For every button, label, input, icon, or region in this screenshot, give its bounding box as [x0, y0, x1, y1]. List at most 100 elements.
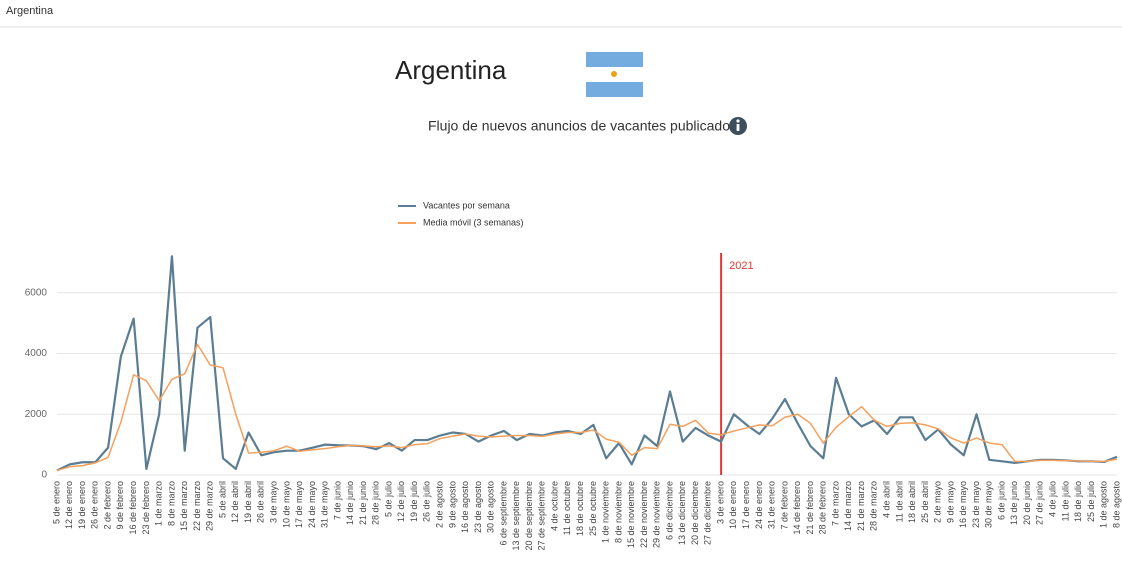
x-tick-label: 30 de mayo: [984, 481, 994, 528]
x-tick-label: 7 de marzo: [830, 481, 840, 526]
x-tick-label: 6 de junio: [996, 481, 1006, 520]
x-tick-label: 4 de octubre: [549, 481, 559, 531]
plot-line-label: 2021: [729, 260, 753, 272]
x-tick-label: 14 de febrero: [792, 481, 802, 535]
x-tick-label: 7 de junio: [332, 481, 342, 520]
legend-label: Media móvil (3 semanas): [423, 217, 524, 227]
page-header: Argentina: [6, 5, 54, 17]
x-tick-label: 2 de febrero: [102, 481, 112, 530]
x-tick-label: 14 de marzo: [843, 481, 853, 531]
x-tick-label: 19 de julio: [409, 481, 419, 522]
x-tick-label: 18 de octubre: [575, 481, 585, 536]
x-tick-label: 19 de enero: [77, 481, 87, 529]
x-tick-label: 31 de mayo: [320, 481, 330, 528]
x-tick-label: 12 de julio: [396, 481, 406, 522]
x-tick-label: 16 de mayo: [958, 481, 968, 528]
x-tick-label: 14 de junio: [345, 481, 355, 525]
x-tick-label: 22 de marzo: [192, 481, 202, 531]
y-tick-label: 0: [41, 470, 47, 481]
x-tick-label: 23 de mayo: [971, 481, 981, 528]
x-tick-label: 18 de abril: [907, 481, 917, 523]
x-tick-label: 17 de enero: [741, 481, 751, 529]
x-tick-label: 28 de junio: [371, 481, 381, 525]
series-line: [56, 343, 1118, 472]
x-tick-label: 5 de enero: [51, 481, 61, 524]
x-tick-label: 6 de diciembre: [664, 481, 674, 540]
x-tick-label: 25 de abril: [920, 481, 930, 523]
x-tick-label: 12 de enero: [64, 481, 74, 529]
x-tick-label: 9 de febrero: [115, 481, 125, 530]
x-tick-label: 15 de marzo: [179, 481, 189, 531]
x-tick-label: 15 de noviembre: [626, 481, 636, 548]
x-tick-label: 20 de junio: [1022, 481, 1032, 525]
x-tick-label: 26 de enero: [90, 481, 100, 529]
x-tick-label: 21 de marzo: [856, 481, 866, 531]
flag: [586, 52, 643, 97]
x-tick-label: 2 de mayo: [933, 481, 943, 523]
x-tick-label: 13 de junio: [1009, 481, 1019, 525]
x-tick-label: 5 de abril: [217, 481, 227, 518]
x-tick-label: 21 de junio: [358, 481, 368, 525]
x-tick-label: 11 de abril: [894, 481, 904, 522]
x-tick-label: 1 de agosto: [1099, 481, 1109, 528]
x-tick-label: 28 de marzo: [869, 481, 879, 531]
x-tick-label: 8 de agosto: [1111, 481, 1121, 528]
x-tick-label: 24 de enero: [754, 481, 764, 529]
x-tick-label: 8 de marzo: [166, 481, 176, 526]
legend-label: Vacantes por semana: [423, 200, 510, 210]
x-tick-label: 20 de diciembre: [690, 481, 700, 545]
x-tick-label: 4 de julio: [1048, 481, 1058, 517]
x-tick-label: 2 de agosto: [435, 481, 445, 528]
x-tick-label: 21 de febrero: [805, 481, 815, 535]
x-tick-label: 6 de septiembre: [498, 481, 508, 546]
info-icon[interactable]: [729, 117, 747, 135]
x-tick-label: 16 de agosto: [460, 481, 470, 533]
x-tick-label: 27 de septiembre: [537, 481, 547, 551]
x-tick-label: 11 de octubre: [562, 481, 572, 535]
x-tick-label: 25 de julio: [1086, 481, 1096, 522]
x-tick-label: 12 de abril: [230, 481, 240, 523]
x-tick-label: 23 de febrero: [141, 481, 151, 535]
x-tick-label: 13 de diciembre: [677, 481, 687, 545]
x-tick-label: 3 de enero: [715, 481, 725, 524]
x-tick-label: 10 de enero: [728, 481, 738, 529]
x-tick-label: 19 de abril: [243, 481, 253, 523]
x-tick-label: 17 de mayo: [294, 481, 304, 528]
x-tick-label: 22 de noviembre: [639, 481, 649, 548]
x-tick-label: 9 de agosto: [447, 481, 457, 528]
x-tick-label: 13 de septiembre: [511, 481, 521, 551]
x-tick-label: 23 de agosto: [473, 481, 483, 533]
x-tick-label: 31 de enero: [767, 481, 777, 529]
x-tick-label: 27 de diciembre: [703, 481, 713, 545]
x-tick-label: 26 de julio: [422, 481, 432, 522]
x-tick-label: 24 de mayo: [307, 481, 317, 528]
x-tick-label: 20 de septiembre: [524, 481, 534, 551]
x-tick-label: 30 de agosto: [486, 481, 496, 533]
x-tick-label: 4 de abril: [881, 481, 891, 518]
x-tick-label: 10 de mayo: [281, 481, 291, 528]
x-tick-label: 27 de junio: [1035, 481, 1045, 525]
x-tick-label: 29 de noviembre: [652, 481, 662, 548]
x-tick-label: 1 de noviembre: [601, 481, 611, 543]
y-tick-label: 6000: [25, 287, 48, 298]
chart-subtitle: Flujo de nuevos anuncios de vacantes pub…: [428, 118, 737, 134]
y-tick-label: 2000: [25, 409, 48, 420]
x-tick-label: 28 de febrero: [818, 481, 828, 535]
x-tick-label: 3 de mayo: [268, 481, 278, 523]
x-tick-label: 26 de abril: [256, 481, 266, 523]
x-tick-label: 7 de febrero: [779, 481, 789, 530]
x-tick-label: 8 de noviembre: [613, 481, 623, 543]
x-tick-label: 1 de marzo: [154, 481, 164, 526]
x-tick-label: 9 de mayo: [945, 481, 955, 523]
x-tick-label: 25 de octubre: [588, 481, 598, 536]
x-tick-label: 29 de marzo: [205, 481, 215, 531]
x-tick-label: 5 de julio: [383, 481, 393, 517]
x-tick-label: 16 de febrero: [128, 481, 138, 535]
x-tick-label: 18 de julio: [1073, 481, 1083, 522]
y-tick-label: 4000: [25, 348, 48, 359]
x-tick-label: 11 de julio: [1060, 481, 1070, 521]
series-line: [56, 255, 1118, 472]
chart-title: Argentina: [395, 55, 507, 85]
